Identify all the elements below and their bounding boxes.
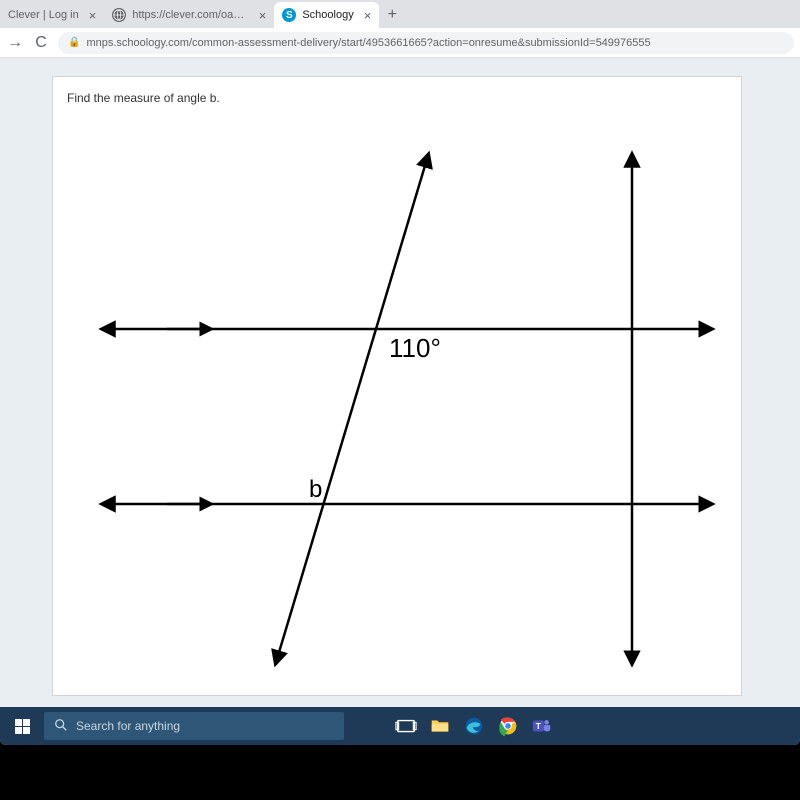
edge-icon[interactable] (458, 711, 490, 741)
question-card: Find the measure of angle b. (52, 76, 742, 696)
svg-text:T: T (536, 722, 541, 731)
tab-clever-logout[interactable]: https://clever.com/oauth/logout × (104, 2, 274, 28)
page-content: Find the measure of angle b. (0, 58, 800, 707)
taskbar-search[interactable]: Search for anything (44, 712, 344, 740)
screen: Clever | Log in × https://clever.com/oau… (0, 0, 800, 745)
lock-icon: 🔒 (68, 37, 80, 48)
windows-icon (15, 719, 30, 734)
teams-icon[interactable]: T (526, 711, 558, 741)
close-icon[interactable]: × (89, 8, 97, 23)
tab-label: Schoology (302, 9, 353, 21)
forward-button[interactable]: → (6, 34, 24, 52)
task-view-icon[interactable] (390, 711, 422, 741)
browser-tab-strip: Clever | Log in × https://clever.com/oau… (0, 0, 800, 28)
geometry-diagram: 110° b (67, 117, 727, 681)
globe-icon (112, 8, 126, 22)
tab-schoology[interactable]: S Schoology × (274, 2, 379, 28)
tab-label: https://clever.com/oauth/logout (132, 9, 248, 21)
question-prompt: Find the measure of angle b. (67, 91, 727, 105)
diagram-svg: 110° b (67, 117, 727, 681)
angle-110-label: 110° (389, 333, 441, 363)
close-icon[interactable]: × (259, 8, 267, 23)
taskbar-pinned-apps: T (390, 711, 558, 741)
angle-b-label: b (309, 476, 322, 503)
search-icon (54, 718, 68, 735)
schoology-icon: S (282, 8, 296, 22)
chrome-icon[interactable] (492, 711, 524, 741)
browser-toolbar: → C 🔒 mnps.schoology.com/common-assessme… (0, 28, 800, 58)
file-explorer-icon[interactable] (424, 711, 456, 741)
start-button[interactable] (6, 710, 38, 742)
address-url: mnps.schoology.com/common-assessment-del… (86, 37, 650, 49)
reload-button[interactable]: C (32, 34, 50, 52)
windows-taskbar: Search for anything T (0, 707, 800, 745)
close-icon[interactable]: × (364, 8, 372, 23)
laptop-bezel (0, 745, 800, 800)
search-placeholder: Search for anything (76, 719, 180, 733)
tab-clever[interactable]: Clever | Log in × (0, 2, 104, 28)
new-tab-button[interactable]: + (379, 2, 405, 28)
transversal-line (277, 159, 427, 659)
tab-label: Clever | Log in (8, 9, 79, 21)
address-bar[interactable]: 🔒 mnps.schoology.com/common-assessment-d… (58, 32, 794, 54)
